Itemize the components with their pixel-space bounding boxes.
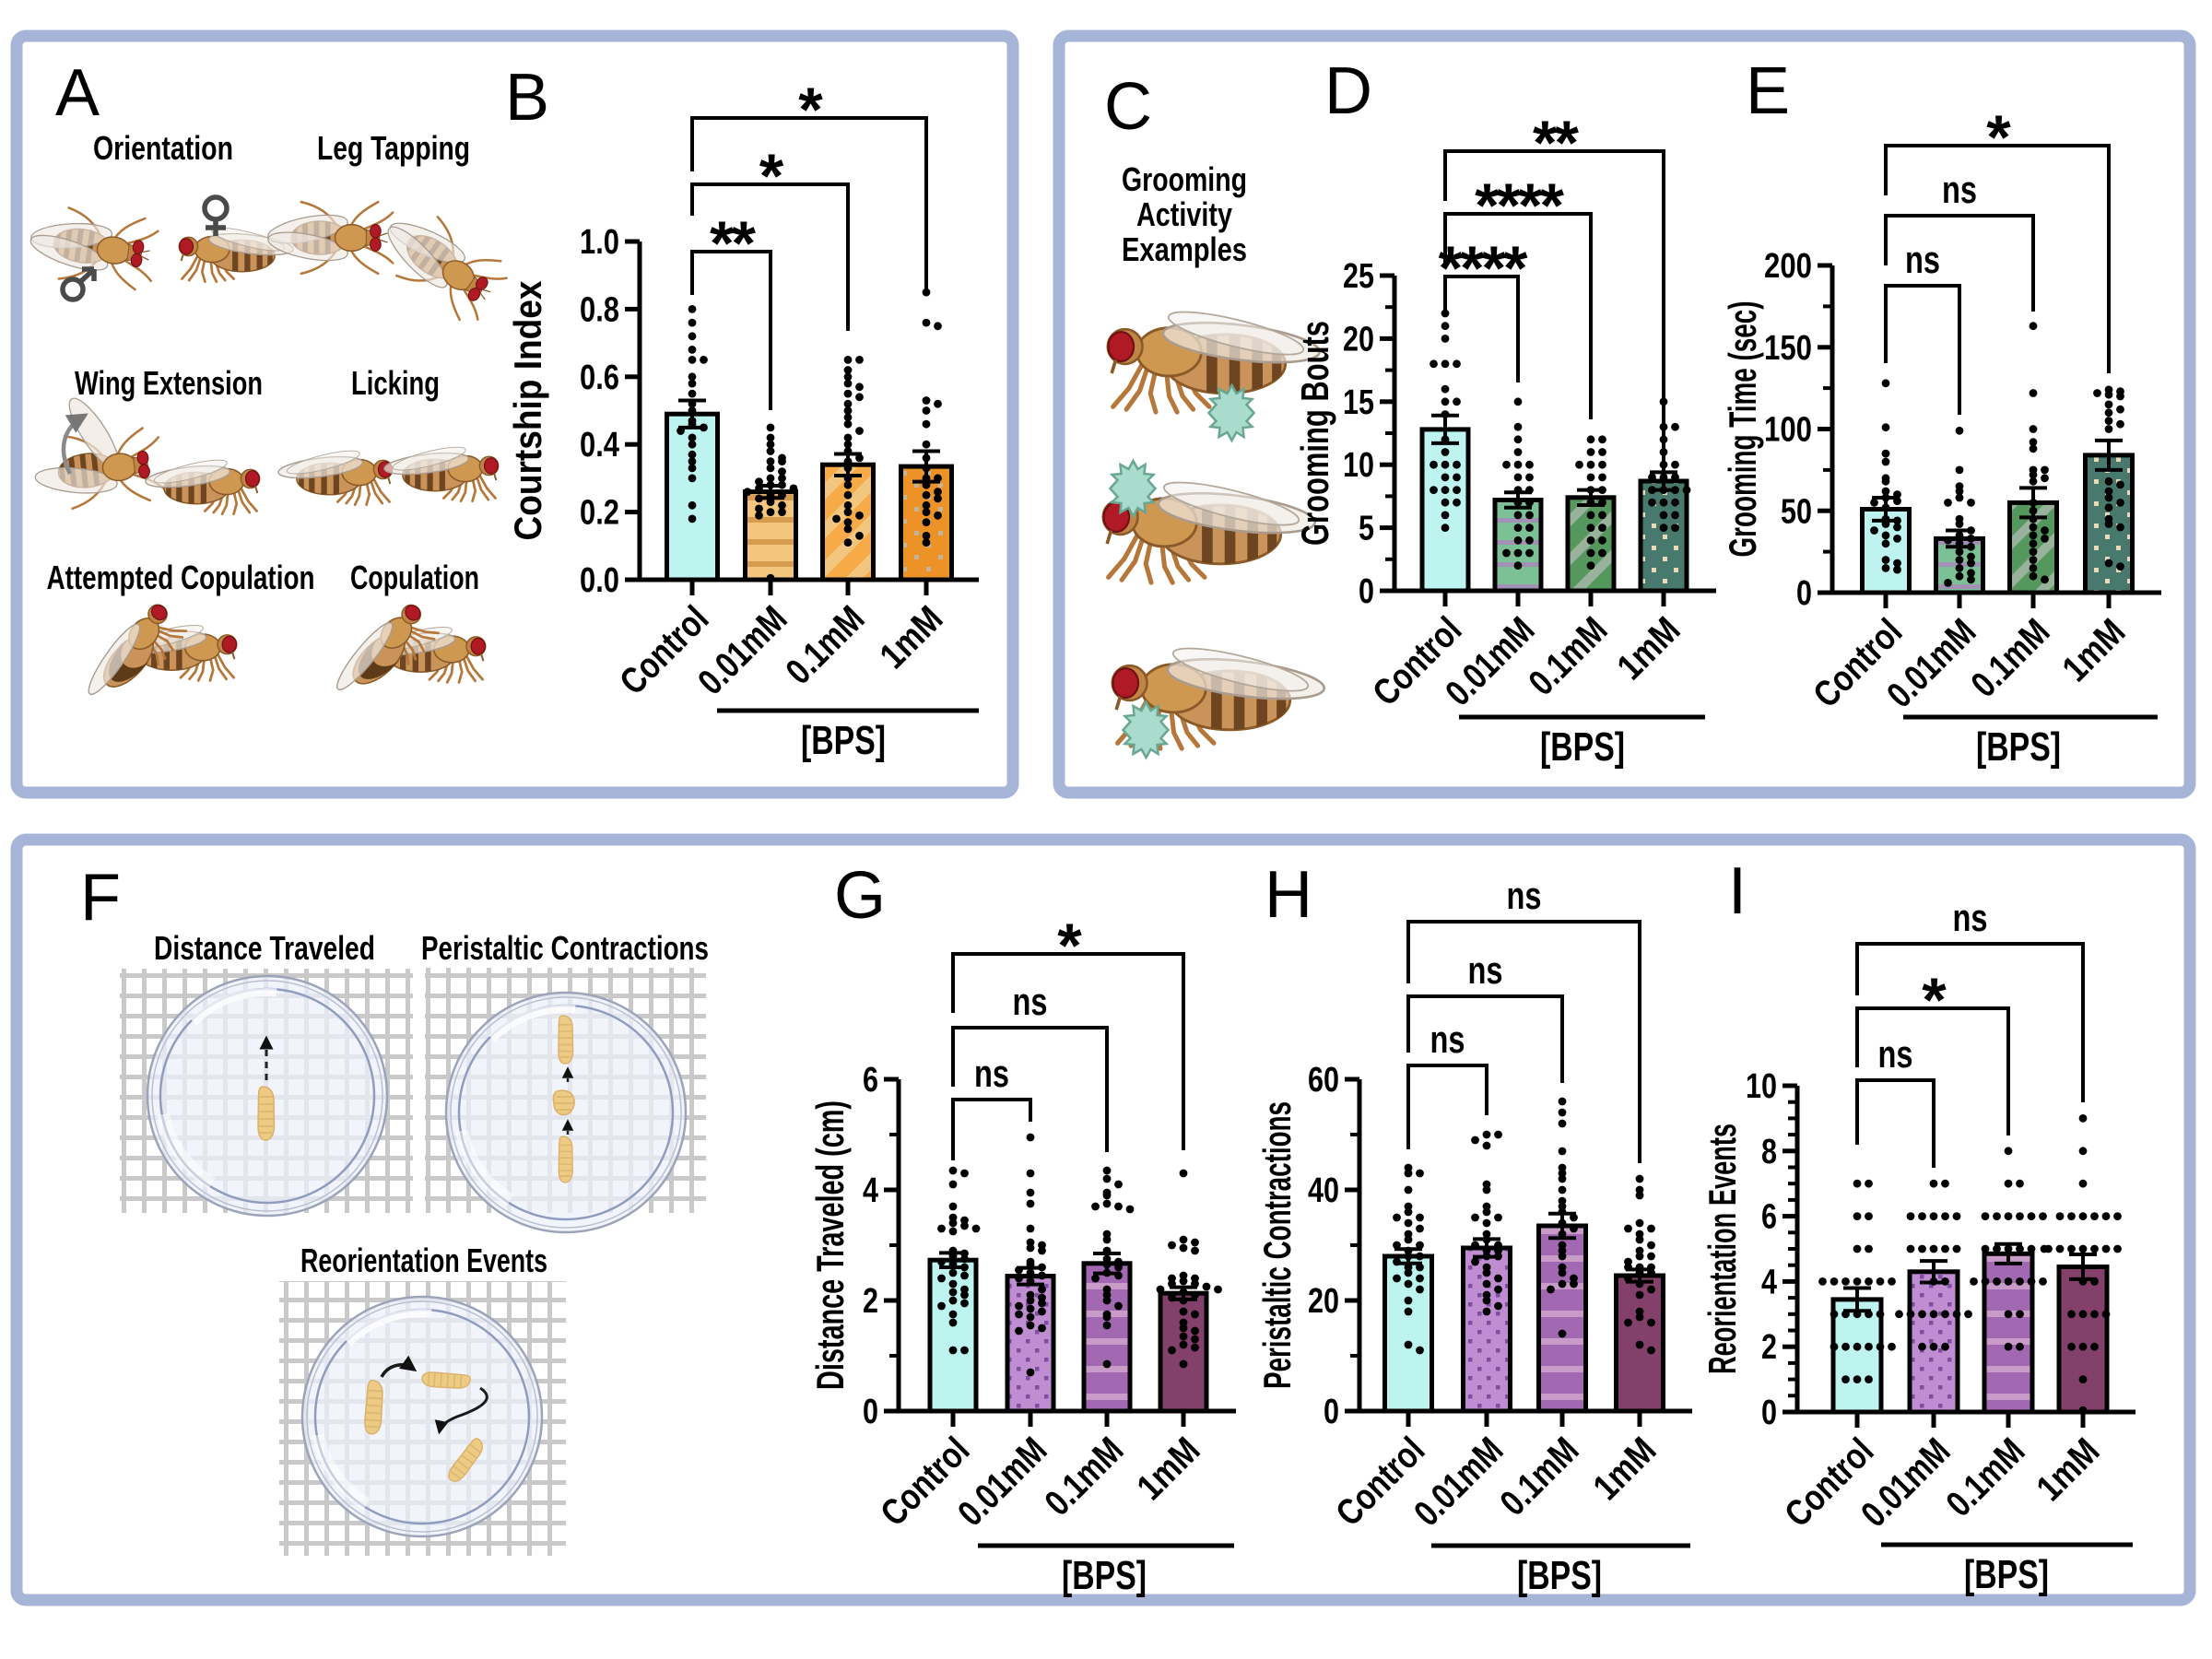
svg-text:*: * (1057, 911, 1082, 981)
svg-text:200: 200 (1764, 247, 1812, 286)
svg-text:[BPS]: [BPS] (1062, 1553, 1147, 1598)
svg-text:C: C (1104, 70, 1152, 144)
svg-text:ns: ns (1905, 238, 1940, 281)
svg-text:*: * (759, 141, 784, 211)
svg-text:ns: ns (1430, 1018, 1465, 1061)
svg-text:[BPS]: [BPS] (1964, 1552, 2049, 1597)
svg-text:ns: ns (1468, 948, 1503, 992)
svg-text:4: 4 (1761, 1263, 1777, 1301)
svg-text:H: H (1265, 858, 1312, 932)
svg-text:0.0: 0.0 (580, 561, 619, 600)
svg-text:10: 10 (1343, 446, 1374, 485)
svg-text:0: 0 (1359, 572, 1374, 611)
svg-text:Grooming: Grooming (1122, 160, 1247, 198)
svg-text:Copulation: Copulation (350, 559, 479, 596)
svg-text:20: 20 (1343, 320, 1374, 359)
svg-text:0.2: 0.2 (580, 494, 619, 533)
svg-text:E: E (1746, 54, 1790, 128)
svg-text:0.6: 0.6 (580, 359, 619, 397)
svg-text:0: 0 (1796, 574, 1812, 613)
svg-text:F: F (80, 861, 121, 935)
svg-text:0: 0 (1761, 1394, 1777, 1432)
svg-text:8: 8 (1761, 1133, 1777, 1171)
svg-text:4: 4 (863, 1171, 878, 1210)
svg-text:50: 50 (1781, 492, 1812, 531)
svg-text:****: **** (1475, 171, 1564, 241)
svg-text:[BPS]: [BPS] (1976, 724, 2061, 770)
svg-text:10: 10 (1746, 1067, 1777, 1106)
svg-text:*: * (1922, 965, 1947, 1035)
svg-text:Peristaltic Contractions: Peristaltic Contractions (421, 929, 709, 967)
svg-text:0: 0 (1324, 1393, 1339, 1431)
svg-text:5: 5 (1359, 510, 1374, 548)
svg-text:Examples: Examples (1122, 230, 1247, 268)
svg-text:Grooming Time (sec): Grooming Time (sec) (1721, 301, 1764, 558)
svg-text:20: 20 (1308, 1282, 1339, 1321)
svg-text:I: I (1728, 854, 1747, 928)
svg-text:150: 150 (1764, 329, 1812, 368)
svg-text:0.8: 0.8 (580, 290, 619, 329)
svg-text:2: 2 (1761, 1328, 1777, 1367)
svg-text:40: 40 (1308, 1171, 1339, 1210)
svg-text:60: 60 (1308, 1061, 1339, 1100)
svg-text:2: 2 (863, 1282, 878, 1321)
svg-text:Distance Traveled: Distance Traveled (154, 929, 375, 967)
svg-text:Orientation: Orientation (93, 129, 233, 167)
svg-text:[BPS]: [BPS] (1517, 1553, 1602, 1598)
svg-text:100: 100 (1764, 411, 1812, 450)
svg-text:Courtship Index: Courtship Index (506, 280, 549, 541)
svg-text:Leg Tapping: Leg Tapping (317, 129, 470, 167)
svg-text:ns: ns (1013, 980, 1048, 1023)
svg-text:Distance Traveled (cm): Distance Traveled (cm) (808, 1100, 852, 1390)
svg-text:6: 6 (1761, 1198, 1777, 1237)
svg-text:Attempted Copulation: Attempted Copulation (47, 559, 315, 596)
svg-text:Peristaltic Contractions: Peristaltic Contractions (1255, 1101, 1299, 1389)
svg-text:ns: ns (1953, 896, 1988, 939)
svg-text:D: D (1324, 54, 1372, 128)
svg-text:**: ** (1533, 108, 1579, 178)
svg-text:1.0: 1.0 (580, 223, 619, 262)
svg-text:*: * (798, 75, 823, 145)
svg-text:A: A (55, 56, 100, 130)
svg-text:ns: ns (974, 1052, 1009, 1095)
svg-text:15: 15 (1343, 383, 1374, 422)
svg-text:*: * (1986, 102, 2011, 172)
svg-text:Reorientation Events: Reorientation Events (1700, 1124, 1744, 1374)
svg-text:ns: ns (1507, 874, 1542, 917)
svg-text:ns: ns (1878, 1032, 1913, 1076)
svg-text:G: G (834, 859, 886, 933)
svg-text:0.4: 0.4 (580, 426, 619, 465)
svg-text:[BPS]: [BPS] (801, 718, 886, 763)
svg-text:Activity: Activity (1136, 195, 1232, 233)
svg-text:B: B (505, 61, 549, 135)
svg-text:6: 6 (863, 1061, 878, 1100)
svg-text:****: **** (1439, 233, 1528, 303)
svg-text:0: 0 (863, 1393, 878, 1431)
svg-text:Licking: Licking (351, 364, 440, 402)
svg-text:25: 25 (1343, 257, 1374, 296)
svg-text:Grooming Bouts: Grooming Bouts (1293, 321, 1336, 546)
svg-text:**: ** (710, 208, 756, 278)
svg-text:[BPS]: [BPS] (1540, 724, 1625, 770)
svg-text:Wing Extension: Wing Extension (75, 364, 263, 402)
svg-text:Reorientation Events: Reorientation Events (300, 1241, 547, 1279)
svg-text:ns: ns (1942, 168, 1977, 211)
